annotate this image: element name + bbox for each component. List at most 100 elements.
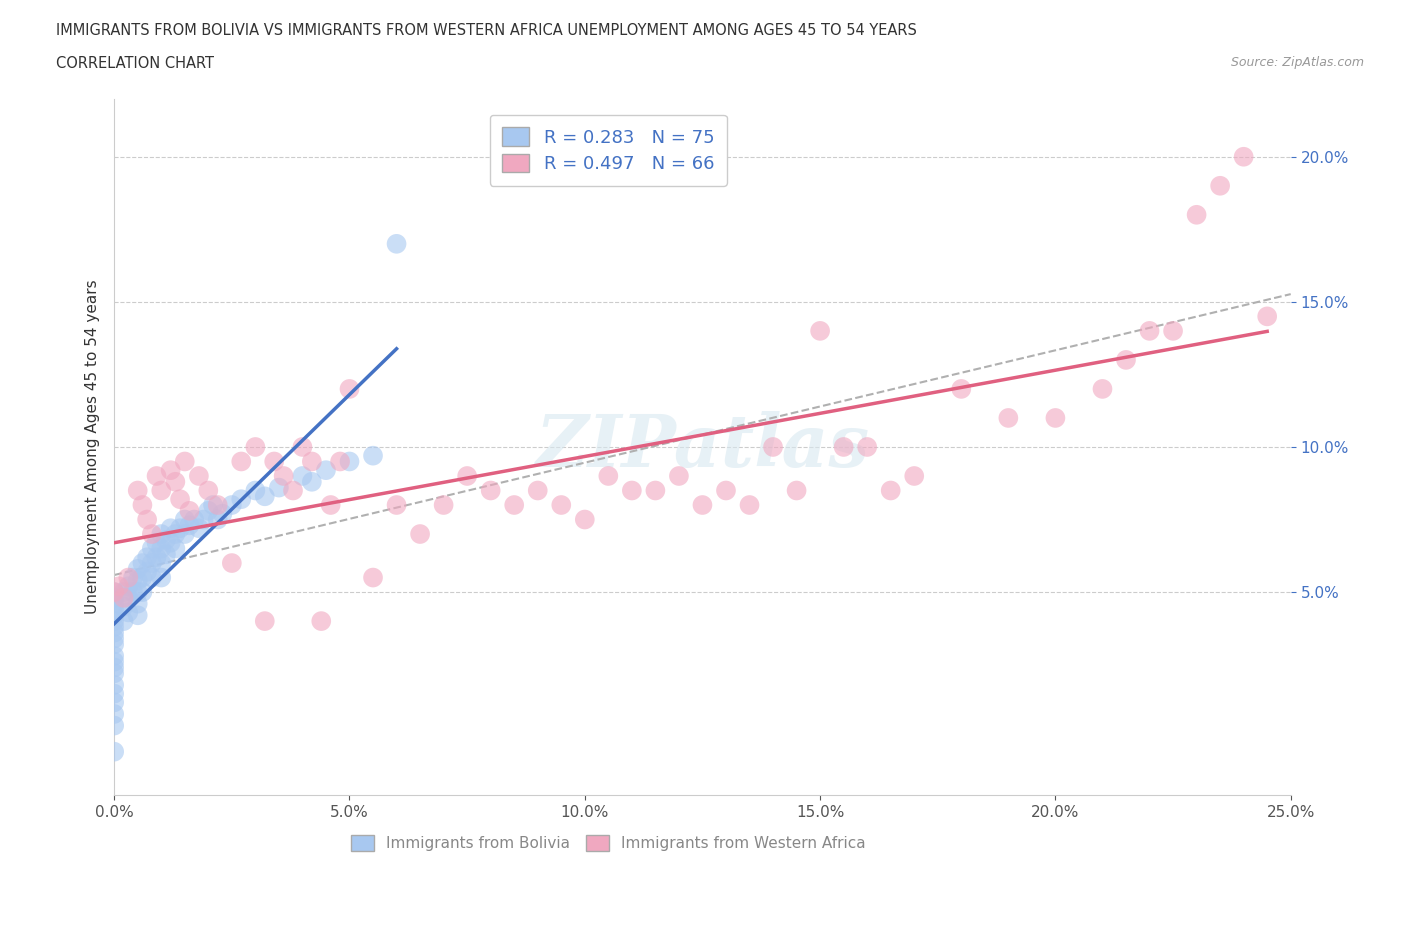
Point [155,532,177,547]
Point [159,521,181,536]
Point [620,483,643,498]
Point [598,469,620,484]
Point [103,602,125,617]
Point [103,608,125,623]
Point [1185,207,1208,222]
Text: ZIPatlas: ZIPatlas [536,411,869,483]
Legend: Immigrants from Bolivia, Immigrants from Western Africa: Immigrants from Bolivia, Immigrants from… [344,829,872,857]
Point [150,570,173,585]
Point [127,573,149,588]
Point [550,498,572,512]
Point [267,480,290,495]
Point [112,599,135,614]
Point [136,550,159,565]
Point [131,570,153,585]
Point [117,578,139,593]
Point [150,483,173,498]
Point [103,718,125,733]
Point [197,503,219,518]
Point [127,585,149,600]
Point [329,454,352,469]
Point [112,585,135,600]
Point [245,483,267,498]
Point [503,498,526,512]
Point [315,463,337,478]
Point [253,489,276,504]
Point [1209,179,1232,193]
Point [141,541,163,556]
Point [880,483,903,498]
Point [183,512,205,527]
Point [141,570,163,585]
Point [950,381,973,396]
Point [145,550,167,565]
Point [207,512,229,527]
Point [361,448,384,463]
Point [903,469,925,484]
Point [103,591,125,605]
Point [1256,309,1278,324]
Point [136,512,159,527]
Point [738,498,761,512]
Point [339,381,361,396]
Text: CORRELATION CHART: CORRELATION CHART [56,56,214,71]
Point [197,483,219,498]
Point [165,526,187,541]
Point [131,585,153,600]
Point [644,483,666,498]
Point [159,463,181,478]
Text: Source: ZipAtlas.com: Source: ZipAtlas.com [1230,56,1364,69]
Point [103,631,125,646]
Point [231,454,253,469]
Point [309,614,332,629]
Point [103,637,125,652]
Point [141,526,163,541]
Point [103,666,125,681]
Point [117,591,139,605]
Point [1161,324,1184,339]
Point [187,469,209,484]
Point [1045,410,1067,425]
Point [145,536,167,551]
Point [127,483,149,498]
Point [291,469,314,484]
Point [103,585,125,600]
Point [131,498,153,512]
Point [150,555,173,570]
Point [211,506,233,521]
Point [997,410,1019,425]
Point [193,512,215,527]
Point [165,541,187,556]
Text: IMMIGRANTS FROM BOLIVIA VS IMMIGRANTS FROM WESTERN AFRICA UNEMPLOYMENT AMONG AGE: IMMIGRANTS FROM BOLIVIA VS IMMIGRANTS FR… [56,23,917,38]
Point [456,469,478,484]
Point [103,695,125,710]
Point [103,648,125,663]
Point [526,483,548,498]
Point [131,555,153,570]
Point [273,469,295,484]
Point [433,498,456,512]
Point [103,625,125,640]
Point [207,498,229,512]
Point [136,565,159,579]
Point [122,585,145,600]
Point [301,454,323,469]
Point [103,744,125,759]
Point [263,454,285,469]
Point [1091,381,1114,396]
Point [253,614,276,629]
Point [103,678,125,693]
Point [103,655,125,670]
Point [1233,150,1256,165]
Point [361,570,384,585]
Point [173,512,195,527]
Point [103,619,125,634]
Point [1139,324,1161,339]
Point [165,474,187,489]
Point [786,483,808,498]
Point [117,570,139,585]
Point [202,498,225,512]
Point [103,660,125,675]
Point [281,483,304,498]
Point [339,454,361,469]
